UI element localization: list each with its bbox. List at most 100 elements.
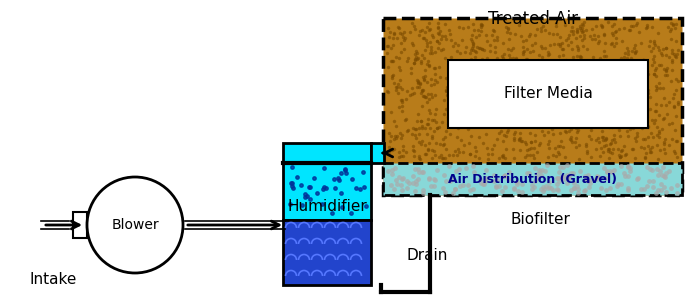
Point [566, 65, 577, 70]
Point [490, 50, 501, 55]
Point [425, 111, 436, 116]
Point [540, 96, 551, 100]
Point [411, 135, 422, 140]
Point [619, 26, 630, 30]
Point [394, 26, 405, 31]
Point [519, 75, 530, 80]
Point [516, 34, 527, 39]
Point [614, 155, 625, 160]
Point [574, 54, 585, 58]
Point [445, 38, 456, 43]
Point [629, 67, 640, 72]
Point [401, 129, 412, 134]
Point [585, 34, 596, 38]
Point [526, 117, 537, 122]
Point [574, 55, 585, 59]
Point [387, 76, 398, 80]
Point [668, 104, 679, 109]
Point [432, 168, 443, 172]
Point [636, 145, 647, 150]
Point [408, 149, 419, 154]
Point [453, 150, 464, 154]
Point [533, 85, 544, 89]
Point [499, 109, 510, 114]
Point [488, 102, 499, 107]
Point [409, 57, 420, 62]
Point [504, 122, 515, 127]
Point [583, 133, 594, 138]
Point [430, 178, 441, 182]
Point [585, 117, 596, 122]
Point [500, 147, 511, 152]
Point [587, 91, 598, 96]
Point [473, 66, 484, 70]
Point [350, 186, 361, 190]
Point [553, 120, 564, 125]
Point [646, 144, 657, 149]
Point [389, 187, 400, 192]
Point [546, 74, 557, 79]
Text: Drain: Drain [406, 248, 447, 262]
Point [503, 119, 514, 124]
Point [453, 43, 464, 48]
Point [640, 92, 651, 97]
Point [470, 34, 481, 39]
Point [565, 137, 576, 142]
Point [439, 190, 450, 194]
Point [530, 179, 541, 184]
Point [468, 169, 479, 174]
Point [521, 47, 532, 52]
Point [497, 81, 508, 85]
Point [423, 117, 433, 122]
Point [426, 83, 437, 88]
Point [386, 167, 397, 172]
Point [574, 83, 585, 88]
Point [563, 32, 574, 37]
Point [532, 80, 543, 85]
Point [411, 55, 422, 60]
Point [605, 42, 616, 47]
Point [648, 59, 659, 64]
Point [392, 81, 403, 86]
Point [669, 53, 680, 58]
Point [624, 119, 635, 124]
Point [517, 182, 528, 186]
Point [590, 147, 601, 152]
Point [665, 185, 676, 190]
Point [647, 179, 658, 184]
Point [425, 183, 436, 188]
Point [518, 122, 529, 127]
Point [508, 61, 519, 65]
Point [475, 21, 486, 26]
Point [394, 77, 405, 82]
Point [581, 178, 592, 182]
Point [596, 129, 607, 134]
Point [497, 56, 508, 60]
Point [460, 88, 471, 92]
Point [396, 103, 407, 108]
Point [458, 142, 469, 147]
Point [329, 186, 340, 190]
Point [417, 36, 428, 40]
Point [565, 120, 576, 124]
Point [613, 128, 624, 132]
Point [662, 73, 673, 78]
Point [404, 181, 415, 185]
Point [624, 28, 635, 33]
Point [420, 68, 431, 72]
Point [632, 113, 643, 118]
Point [447, 89, 458, 94]
Point [566, 59, 577, 64]
Point [664, 168, 675, 173]
Point [586, 98, 597, 102]
Point [644, 178, 655, 183]
Point [632, 116, 643, 121]
Point [603, 105, 614, 110]
Point [579, 35, 590, 40]
Point [593, 122, 604, 127]
Point [508, 81, 519, 86]
Point [386, 59, 397, 64]
Point [416, 119, 427, 124]
Bar [73, 212, 87, 238]
Point [642, 124, 653, 128]
